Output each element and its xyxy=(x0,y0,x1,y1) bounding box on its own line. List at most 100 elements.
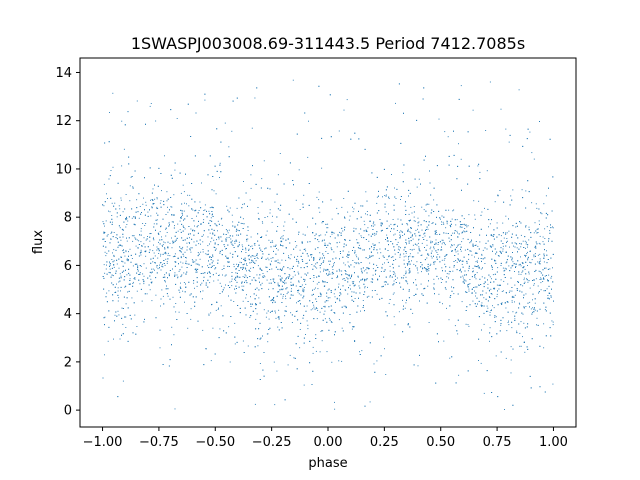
data-point xyxy=(209,220,211,222)
data-point xyxy=(169,359,171,361)
data-point xyxy=(283,225,285,227)
data-point xyxy=(510,346,512,348)
data-point xyxy=(389,270,391,272)
data-point xyxy=(502,245,504,247)
data-point xyxy=(166,200,168,202)
data-point xyxy=(546,288,548,290)
data-point xyxy=(490,281,492,283)
data-point xyxy=(144,225,146,226)
data-point xyxy=(195,209,197,211)
data-point xyxy=(173,214,175,216)
data-point xyxy=(127,220,129,222)
data-point xyxy=(153,239,155,241)
data-point xyxy=(473,227,474,229)
data-point xyxy=(523,282,525,284)
data-point xyxy=(221,249,223,251)
data-point xyxy=(242,267,244,269)
data-point xyxy=(514,242,516,244)
data-point xyxy=(194,230,196,232)
data-point xyxy=(158,241,159,243)
data-point xyxy=(484,281,486,283)
data-point xyxy=(321,222,323,224)
data-point xyxy=(509,246,510,248)
data-point xyxy=(341,227,343,229)
data-point xyxy=(380,225,382,227)
data-point xyxy=(219,282,221,284)
data-point xyxy=(364,287,366,289)
data-point xyxy=(409,220,410,222)
data-point xyxy=(518,271,520,273)
data-point xyxy=(272,257,274,259)
data-point xyxy=(425,204,427,206)
data-point xyxy=(254,288,256,290)
data-point xyxy=(119,214,121,216)
data-point xyxy=(113,255,115,257)
data-point xyxy=(159,329,161,331)
data-point xyxy=(212,274,214,276)
data-point xyxy=(351,291,353,293)
data-point xyxy=(103,231,105,233)
data-point xyxy=(283,230,285,232)
data-point xyxy=(125,251,127,253)
data-point xyxy=(442,241,444,243)
data-point xyxy=(547,297,549,299)
data-point xyxy=(381,229,383,231)
data-point xyxy=(537,324,539,326)
data-point xyxy=(296,133,298,135)
data-point xyxy=(347,253,348,255)
data-point xyxy=(197,263,199,265)
data-point xyxy=(542,236,544,238)
data-point xyxy=(234,225,236,227)
data-point xyxy=(112,261,114,263)
data-point xyxy=(531,202,533,204)
data-point xyxy=(277,226,279,227)
data-point xyxy=(230,316,232,317)
data-point xyxy=(525,241,527,243)
data-point xyxy=(474,286,476,288)
data-point xyxy=(195,296,197,298)
data-point xyxy=(397,218,399,220)
data-point xyxy=(301,241,303,243)
data-point xyxy=(304,279,306,281)
data-point xyxy=(259,363,261,364)
data-point xyxy=(256,274,258,276)
data-point xyxy=(207,265,209,267)
data-point xyxy=(372,223,374,225)
data-point xyxy=(124,255,126,257)
data-point xyxy=(155,294,157,296)
data-point xyxy=(102,204,104,206)
data-point xyxy=(246,270,247,272)
data-point xyxy=(461,260,463,262)
data-point xyxy=(164,242,166,244)
data-point xyxy=(218,238,220,240)
data-point xyxy=(257,240,259,242)
data-point xyxy=(462,260,464,262)
data-point xyxy=(237,305,239,306)
data-point xyxy=(388,225,390,227)
data-point xyxy=(330,309,332,311)
data-point xyxy=(280,241,282,243)
data-point xyxy=(370,251,372,253)
data-point xyxy=(552,324,554,326)
data-point xyxy=(465,291,467,293)
data-point xyxy=(472,244,474,246)
data-point xyxy=(437,243,439,245)
data-point xyxy=(320,331,322,332)
data-point xyxy=(286,277,287,279)
data-point xyxy=(121,317,123,319)
data-point xyxy=(466,226,468,228)
data-point xyxy=(132,285,134,287)
data-point xyxy=(113,266,115,268)
data-point xyxy=(227,261,229,263)
data-point xyxy=(227,244,229,246)
data-point xyxy=(422,267,424,269)
data-point xyxy=(180,261,182,263)
data-point xyxy=(472,245,474,247)
data-point xyxy=(159,264,160,266)
data-point xyxy=(451,244,453,246)
data-point xyxy=(305,310,307,312)
data-point xyxy=(538,220,540,222)
data-point xyxy=(129,274,131,276)
data-point xyxy=(385,189,387,191)
data-point xyxy=(328,306,330,308)
